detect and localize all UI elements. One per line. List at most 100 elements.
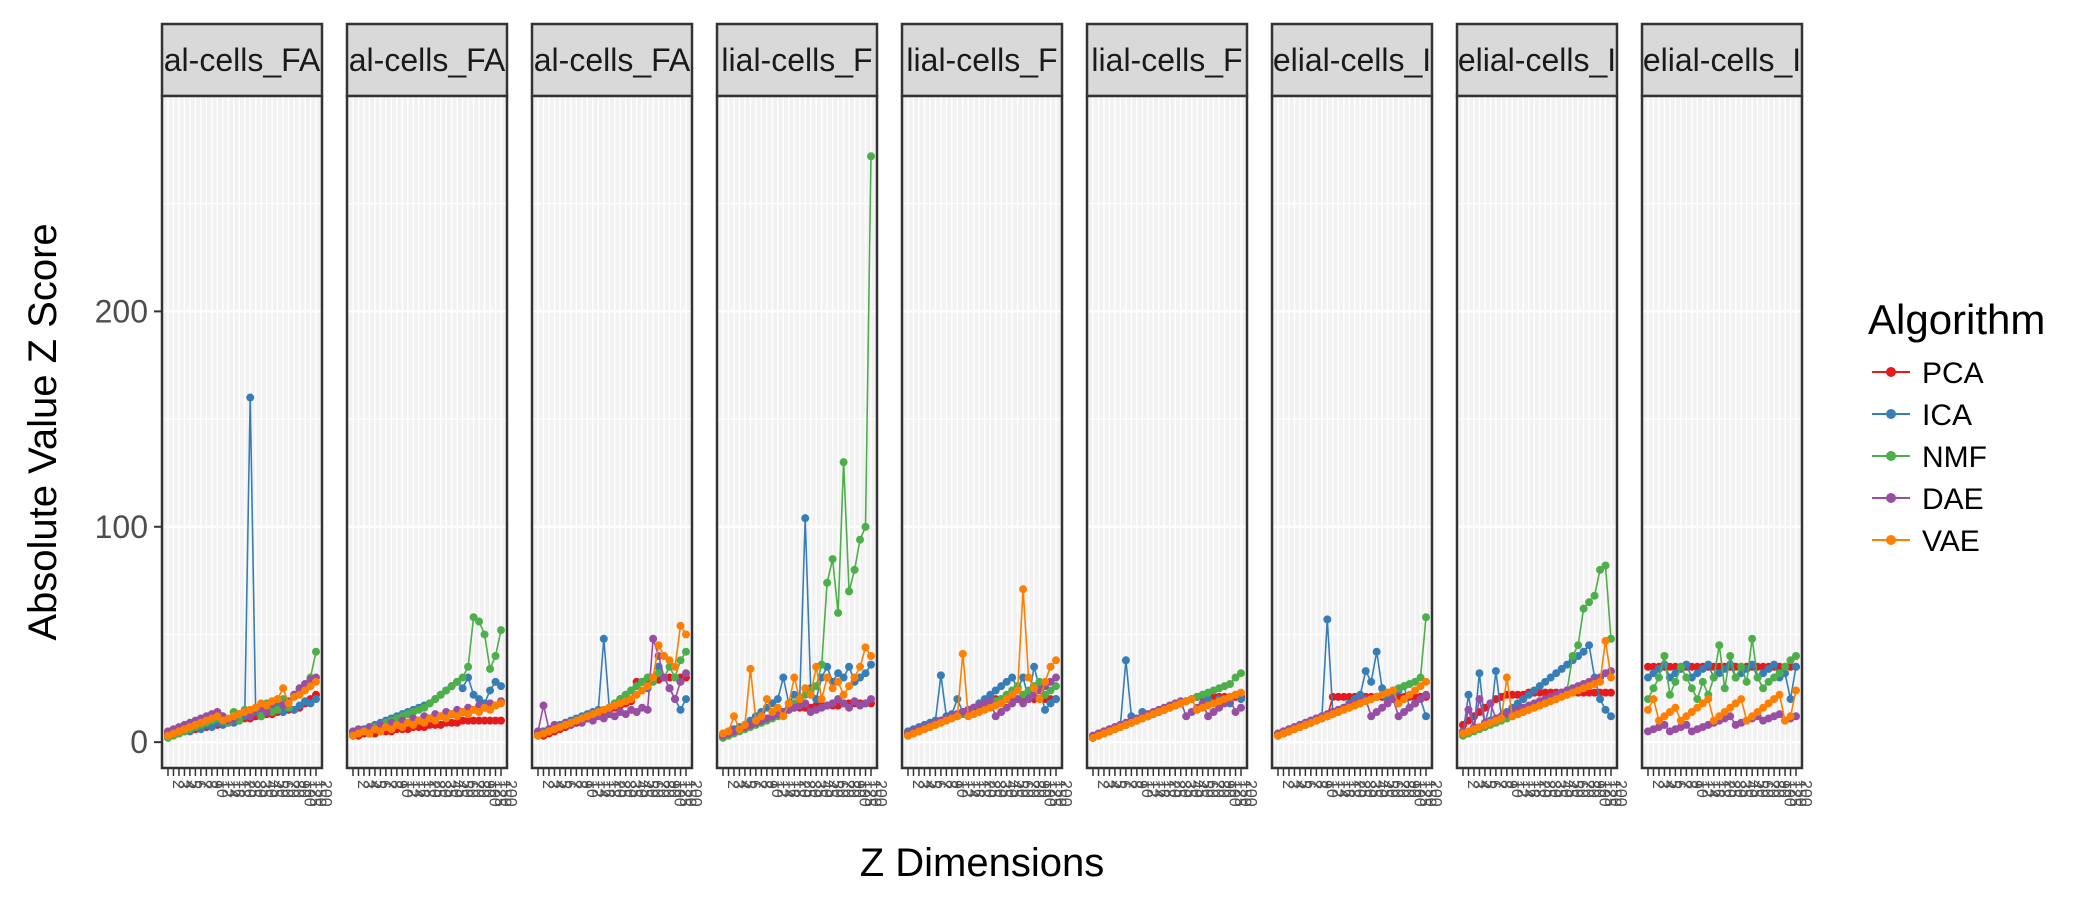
panel-background bbox=[902, 96, 1062, 768]
x-tick-label: 60 bbox=[1204, 780, 1221, 798]
data-point-ica bbox=[1121, 656, 1130, 665]
x-tick-label: 9 bbox=[1132, 780, 1149, 789]
data-point-vae bbox=[1030, 684, 1039, 693]
x-tick-label: 40 bbox=[1372, 780, 1389, 798]
x-tick-label: 14 bbox=[964, 780, 981, 798]
data-point-nmf bbox=[273, 705, 282, 714]
panel-border bbox=[160, 94, 324, 770]
data-point-dae bbox=[1367, 712, 1376, 721]
data-point-ica bbox=[1513, 699, 1522, 708]
data-point-pca bbox=[1513, 690, 1522, 699]
x-tick-label: 90 bbox=[850, 780, 867, 798]
legend-item-dae: DAE bbox=[1872, 483, 1984, 516]
data-point-ica bbox=[1786, 695, 1795, 704]
x-tick-label: 14 bbox=[1519, 780, 1536, 798]
data-point-nmf bbox=[431, 695, 440, 704]
data-point-vae bbox=[1726, 703, 1735, 712]
facet-strip bbox=[1085, 22, 1249, 98]
data-point-nmf bbox=[1770, 673, 1779, 682]
data-point-nmf bbox=[1759, 684, 1768, 693]
data-point-nmf bbox=[1596, 565, 1605, 574]
x-tick-label: 50 bbox=[1753, 780, 1770, 798]
data-point-ica bbox=[246, 393, 255, 402]
data-point-ica bbox=[812, 695, 821, 704]
x-tick-label: 45 bbox=[823, 780, 840, 798]
data-point-ica bbox=[834, 669, 843, 678]
x-tick-label: 200 bbox=[1427, 780, 1444, 807]
data-point-dae bbox=[839, 699, 848, 708]
x-tick-label: 60 bbox=[1759, 780, 1776, 798]
x-tick-label: 150 bbox=[1237, 780, 1254, 807]
data-point-ica bbox=[1748, 660, 1757, 669]
data-point-vae bbox=[1416, 682, 1425, 691]
x-tick-label: 4 bbox=[1105, 780, 1122, 789]
data-point-vae bbox=[1187, 695, 1196, 704]
x-tick-label: 20 bbox=[1720, 780, 1737, 798]
data-point-vae bbox=[284, 699, 293, 708]
x-tick-label: 150 bbox=[312, 780, 329, 807]
x-tick-label: 30 bbox=[436, 780, 453, 798]
data-point-ica bbox=[1323, 615, 1332, 624]
x-tick-label: 20 bbox=[240, 780, 257, 798]
x-tick-label: 100 bbox=[1781, 780, 1798, 807]
data-point-ica bbox=[1535, 682, 1544, 691]
x-tick-label: 16 bbox=[1339, 780, 1356, 798]
x-tick-label: 150 bbox=[1052, 780, 1069, 807]
data-point-dae bbox=[1775, 710, 1784, 719]
x-tick-label: 8 bbox=[1497, 780, 1514, 789]
x-tick-label: 4 bbox=[550, 780, 567, 789]
x-tick-label: 25 bbox=[1726, 780, 1743, 798]
legend-item-nmf: NMF bbox=[1872, 441, 1987, 474]
legend-label: NMF bbox=[1922, 441, 1987, 474]
x-tick-label: 6 bbox=[1301, 780, 1318, 789]
data-point-vae bbox=[1786, 712, 1795, 721]
data-point-ica bbox=[1607, 712, 1615, 721]
data-point-pca bbox=[665, 673, 674, 682]
data-point-pca bbox=[1644, 662, 1652, 671]
x-tick-label: 10 bbox=[953, 780, 970, 798]
facet-panel: lial-cells_F2345678910121416182025303540… bbox=[1085, 22, 1259, 807]
data-point-nmf bbox=[436, 690, 445, 699]
panel-border bbox=[1640, 94, 1804, 770]
data-point-vae bbox=[638, 686, 647, 695]
data-point-ica bbox=[1356, 690, 1365, 699]
x-tick-label: 30 bbox=[1731, 780, 1748, 798]
x-tick-label: 45 bbox=[1378, 780, 1395, 798]
facet-panel: al-cells_FA23456789101214161820253035404… bbox=[345, 22, 519, 807]
x-tick-label: 4 bbox=[1290, 780, 1307, 789]
x-tick-label: 125 bbox=[306, 780, 323, 807]
data-point-nmf bbox=[453, 677, 462, 686]
x-tick-label: 12 bbox=[218, 780, 235, 798]
data-point-vae bbox=[1748, 712, 1757, 721]
data-point-ica bbox=[1781, 669, 1790, 678]
data-point-ica bbox=[1649, 669, 1658, 678]
x-tick-label: 60 bbox=[1389, 780, 1406, 798]
data-point-vae bbox=[1422, 677, 1430, 686]
data-point-ica bbox=[1046, 699, 1055, 708]
data-point-nmf bbox=[1035, 677, 1044, 686]
data-point-ica bbox=[1361, 667, 1370, 676]
x-tick-label: 100 bbox=[671, 780, 688, 807]
facet-strip bbox=[1455, 22, 1619, 98]
x-tick-label: 14 bbox=[594, 780, 611, 798]
x-tick-label: 9 bbox=[207, 780, 224, 789]
data-point-nmf bbox=[480, 630, 489, 639]
data-point-dae bbox=[1237, 703, 1245, 712]
data-point-nmf bbox=[834, 608, 843, 617]
data-point-ica bbox=[1491, 667, 1500, 676]
facet-strip bbox=[1270, 22, 1434, 98]
x-tick-label: 6 bbox=[376, 780, 393, 789]
x-tick-label: 7 bbox=[566, 780, 583, 789]
data-point-nmf bbox=[1654, 673, 1663, 682]
data-point-vae bbox=[1041, 677, 1050, 686]
data-point-pca bbox=[1786, 662, 1795, 671]
data-point-vae bbox=[1024, 673, 1033, 682]
x-tick-label: 16 bbox=[1524, 780, 1541, 798]
data-point-dae bbox=[1231, 708, 1240, 716]
data-point-vae bbox=[431, 716, 440, 725]
data-point-vae bbox=[1742, 716, 1751, 725]
x-tick-label: 8 bbox=[387, 780, 404, 789]
x-tick-label: 35 bbox=[257, 780, 274, 798]
x-tick-label: 150 bbox=[1792, 780, 1809, 807]
